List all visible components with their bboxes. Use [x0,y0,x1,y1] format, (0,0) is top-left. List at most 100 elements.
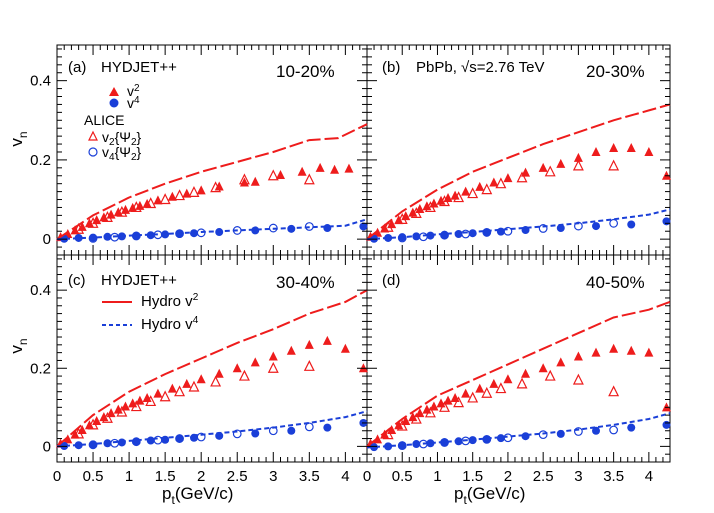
alice-v4-point [153,435,163,445]
hydjet-v2-point [286,345,296,355]
xtick-label: 3 [269,468,277,485]
hydjet-v2-point [214,368,224,378]
hydjet-v2-point [573,351,583,361]
hydjet-v4-point [370,443,379,452]
hydjet-v4-point [440,438,449,447]
hydjet-v2-point [626,345,636,355]
legend-alice-v2-marker [88,130,98,141]
hydjet-v2-point [475,181,485,191]
panel-a-generator: HYDJET++ [101,59,177,76]
hydjet-v4-point [74,233,83,242]
hydjet-v4-point [426,439,435,448]
alice-v4-brace-sub: 2 [131,152,137,163]
hydjet-v4-point [251,429,260,438]
hydjet-v2-point [297,166,307,176]
legend-alice-v2-label: v2{Ψ2} [102,129,142,148]
alice-v4-sub: 4 [109,152,115,163]
hydjet-v2-point [182,188,192,198]
hydjet-v2-point [422,201,432,211]
legend-hydro-v2-label: Hydro v2 [141,292,199,310]
hydjet-v2-point [521,167,531,177]
alice-v4-point [538,430,548,440]
hydjet-v2-point [135,395,145,405]
hydro-v2-curve [366,300,671,448]
xtick-label: 3 [574,468,582,485]
hydjet-v2-point [394,215,404,225]
legend-v2-main: v [127,83,134,99]
alice-v2-point [481,386,493,398]
alice-v2-point [410,412,422,424]
alice-v2-point [87,418,99,430]
alice-v2-point [396,419,408,431]
hydjet-v2-point [521,368,531,378]
hydjet-v4-point [440,230,449,239]
alice-v4-point [232,429,242,439]
alice-v4-point [461,229,471,239]
hydro-v2-sub: 2 [193,292,199,303]
alice-v4-point [573,221,583,231]
hydro-v4-main: Hydro v [141,316,193,333]
hydjet-v4-point [662,420,671,429]
alice-v2-point [73,222,85,234]
y-axis-label-top: vn [7,131,30,146]
hydjet-v2-point [538,162,548,172]
xtick-label: 0 [363,468,371,485]
alice-v2-point [572,159,584,171]
alice-v4-point [131,437,141,447]
hydjet-v2-point [196,185,206,195]
alice-v2-close: } [137,129,142,145]
ytick-label: 0 [43,231,51,248]
hydjet-v2-point [120,204,130,214]
alice-v2-point [303,173,315,185]
alice-v4-point [175,434,184,443]
ytick-label: 0.2 [30,152,51,169]
alice-v2-point [87,216,99,228]
hydjet-v4-point [251,226,260,235]
alice-v4-point [482,228,492,237]
alice-v2-point [159,193,171,205]
hydjet-v2-point [443,395,453,405]
hydjet-v2-point [450,190,460,200]
hydjet-v2-point [135,200,145,210]
x-label-main-2: p [454,484,463,503]
hydjet-v2-point [268,351,278,361]
hydjet-v2-point [99,412,109,422]
panel-b-centrality: 20-30% [586,62,645,81]
y-axis-label-bottom: vn [7,338,30,353]
hydjet-v2-point [99,212,109,222]
hydro-v4-curve [56,218,368,241]
alice-v2-point [145,197,157,209]
alice-v4-point [538,224,548,233]
panel-frame-3 [366,254,671,463]
hydjet-v4-point [323,224,332,233]
hydjet-v2-point [250,357,260,367]
xtick-label: 1.5 [155,468,176,485]
alice-v2-brace-sub: 2 [131,137,137,148]
alice-v4-point [196,432,206,442]
alice-v4-point [609,218,619,228]
alice-v2-point [116,405,128,417]
hydjet-v2-point [120,401,130,411]
alice-v2-point [608,159,620,171]
alice-v4-point [304,422,314,432]
legend-v2-marker [109,87,119,96]
alice-v4-point [440,230,449,240]
hydjet-v4-point [592,222,601,231]
hydjet-v2-point [538,363,548,373]
hydro-v2-curve [56,123,368,241]
hydjet-v2-point [167,191,177,201]
hydjet-v2-point [106,408,116,418]
hydjet-v2-point [503,173,513,183]
legend-v4-marker [109,98,119,108]
axis-ticks: 00.20.400.20.40 0.5 1 1.5 2 2.5 3 3.5 4 0 0.5 1 1.5 2… [30,45,670,485]
hydjet-v2-point [344,163,354,173]
hydjet-v4-point [454,230,463,238]
hydjet-v2-point [573,152,583,162]
hydjet-v2-point [556,158,566,168]
hydjet-v2-point [408,207,418,217]
legend-v4-label: v4 [127,95,140,111]
xtick-label: 1 [125,468,133,485]
y-label-sub: n [16,131,30,138]
hydjet-v4-point [146,231,155,240]
hydjet-v2-point [330,164,340,174]
